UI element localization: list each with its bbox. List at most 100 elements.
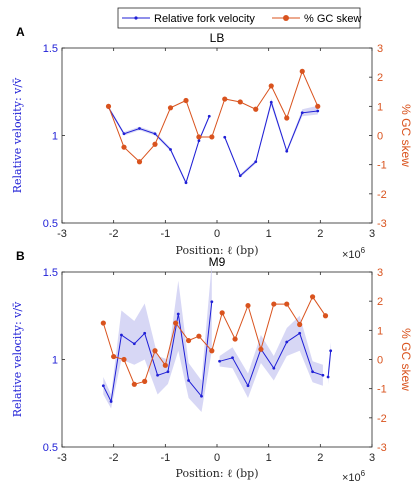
a-ytick-right-label: -2 — [377, 189, 387, 201]
a-xlabel: Position: ℓ (bp) — [175, 244, 258, 257]
b-velocity-point — [326, 375, 330, 379]
b-xtick-label: -2 — [109, 452, 119, 464]
b-axes-box — [61, 271, 373, 448]
b-skew-point — [121, 356, 127, 363]
b-velocity-point — [246, 384, 250, 388]
panel-b: B M9 -3 -2 -1 0 1 2 3 0.5 1 1.5 -3 -2 -1 0 1 2 3 Position: … — [11, 249, 413, 484]
b-velocity-point — [176, 312, 180, 316]
a-skew-point — [253, 106, 259, 112]
a-skew-point — [136, 159, 143, 165]
legend: Relative fork velocity % GC skew — [117, 7, 362, 29]
b-ytick-right-label: -3 — [377, 442, 387, 454]
b-skew-point — [297, 321, 303, 328]
b-velocity-point — [109, 400, 113, 403]
b-skew-point — [131, 381, 137, 387]
a-skew-point — [222, 96, 228, 102]
b-skew-point — [219, 310, 225, 316]
a-ytick-left-label: 0.5 — [43, 218, 58, 230]
a-ytick-right-label: 2 — [377, 72, 383, 84]
a-ytick-left-label: 1 — [52, 131, 58, 143]
legend-entry-velocity: Relative fork velocity — [122, 13, 255, 25]
b-velocity-band-1 — [219, 315, 323, 398]
b-ytick-right-label: 0 — [377, 355, 383, 367]
a-ytick-right-label: 1 — [377, 101, 383, 113]
a-xtick-label: 1 — [266, 228, 272, 240]
legend-skew-marker — [283, 15, 289, 21]
b-ytick-right-label: 1 — [377, 325, 383, 337]
a-xtick-label: 2 — [317, 228, 323, 240]
b-xtick-label: -3 — [57, 452, 67, 464]
a-velocity-point — [184, 181, 188, 185]
b-skew-point — [185, 337, 192, 344]
legend-entry-skew: % GC skew — [272, 13, 362, 25]
b-skew-point — [245, 302, 251, 309]
a-skew-point — [152, 141, 158, 147]
b-velocity-point — [321, 373, 325, 377]
b-skew-point — [100, 320, 106, 326]
b-velocity-point — [285, 340, 289, 344]
a-xtick-label: 3 — [369, 228, 375, 240]
b-velocity-line-2 — [327, 350, 332, 378]
b-skew-point — [111, 353, 117, 360]
a-skew-point — [237, 99, 243, 105]
b-ytick-left-label: 1 — [52, 355, 58, 367]
b-velocity-point — [298, 331, 302, 335]
b-skew-point — [209, 348, 215, 354]
b-velocity-point — [200, 394, 203, 398]
b-velocity-point — [329, 349, 333, 353]
b-skew-point — [258, 346, 264, 352]
b-ytick-right-label: -1 — [377, 384, 387, 396]
legend-velocity-marker — [134, 16, 138, 20]
a-xtick-label: 0 — [214, 228, 220, 240]
b-velocity-point — [210, 300, 214, 304]
b-ytick-right-label: 2 — [377, 296, 383, 308]
legend-box — [117, 7, 361, 29]
b-xtick-label: -1 — [160, 452, 170, 464]
b-ylabel-right: % GC skew — [399, 328, 413, 391]
b-ytick-left-label: 1.5 — [43, 267, 58, 279]
legend-velocity-label: Relative fork velocity — [154, 13, 255, 25]
a-velocity-point — [169, 148, 172, 151]
b-skew-point — [232, 336, 238, 342]
a-skew-point — [196, 134, 202, 140]
a-velocity-line-0 — [108, 107, 210, 185]
b-xtick-label: 1 — [266, 452, 272, 464]
a-velocity-band-1 — [224, 98, 318, 178]
b-skew-point — [162, 362, 168, 368]
a-ytick-right-label: -1 — [377, 160, 387, 172]
b-velocity-point — [132, 342, 136, 346]
b-title: M9 — [209, 255, 226, 269]
b-skew-point — [196, 333, 202, 339]
a-velocity-point — [207, 114, 211, 118]
b-xlabel: Position: ℓ (bp) — [175, 467, 258, 480]
a-xtick-label: -2 — [109, 228, 119, 240]
a-skew-point — [105, 103, 112, 109]
a-velocity-point — [269, 100, 273, 104]
a-x-exponent: ×106 — [342, 246, 366, 261]
a-skew-point — [268, 83, 274, 89]
b-xtick-label: 2 — [317, 452, 323, 464]
b-skew-point — [284, 301, 290, 307]
b-velocity-point — [311, 370, 314, 374]
a-velocity-point — [197, 139, 201, 143]
a-skew-point — [315, 103, 321, 109]
a-velocity-point — [254, 160, 258, 164]
b-velocity-point — [143, 331, 147, 335]
b-skew-point — [173, 320, 179, 326]
a-ytick-right-label: 3 — [377, 43, 383, 55]
b-skew-point — [322, 313, 329, 319]
a-velocity-point — [122, 132, 126, 136]
b-xtick-label: 3 — [369, 452, 375, 464]
b-velocity-point — [101, 384, 105, 388]
b-velocity-point — [120, 333, 123, 337]
a-velocity-point — [285, 149, 289, 153]
a-velocity-point — [223, 135, 227, 139]
a-velocity-point — [316, 109, 320, 113]
a-velocity-point — [153, 132, 157, 136]
a-ytick-left-label: 1.5 — [43, 43, 58, 55]
b-ytick-right-label: -2 — [377, 413, 387, 425]
a-skew-point — [183, 97, 189, 104]
a-skew-point — [209, 134, 215, 140]
a-velocity-point — [138, 127, 141, 130]
a-ytick-right-label: -3 — [377, 218, 387, 230]
